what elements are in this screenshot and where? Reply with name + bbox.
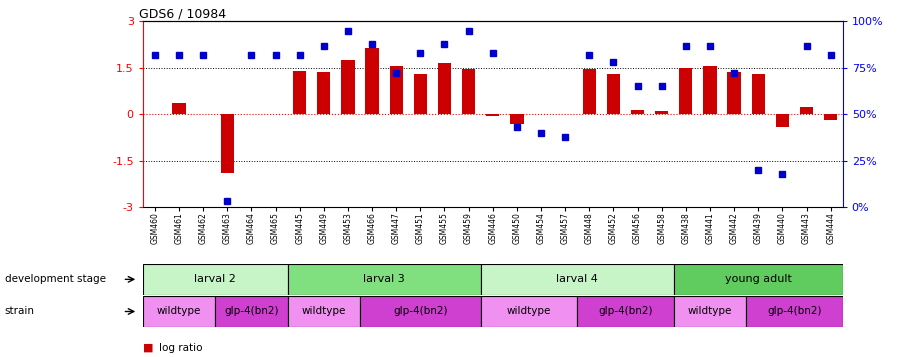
Bar	[607, 74, 620, 114]
Bar	[674, 296, 746, 327]
Bar	[360, 296, 481, 327]
Text: wildtype: wildtype	[507, 306, 551, 317]
Bar	[143, 296, 216, 327]
Bar	[342, 60, 355, 114]
Bar	[143, 264, 287, 295]
Text: glp-4(bn2): glp-4(bn2)	[393, 306, 448, 317]
Text: wildtype: wildtype	[301, 306, 346, 317]
Bar	[799, 106, 813, 114]
Bar	[414, 74, 427, 114]
Text: strain: strain	[5, 306, 35, 317]
Text: larval 3: larval 3	[363, 274, 405, 285]
Text: larval 2: larval 2	[194, 274, 236, 285]
Bar	[390, 66, 402, 114]
Text: larval 4: larval 4	[556, 274, 598, 285]
Bar	[674, 264, 843, 295]
Text: glp-4(bn2): glp-4(bn2)	[599, 306, 653, 317]
Bar	[704, 66, 717, 114]
Bar	[481, 264, 674, 295]
Bar	[437, 63, 451, 114]
Bar	[287, 264, 481, 295]
Bar	[293, 71, 307, 114]
Bar	[824, 114, 837, 120]
Text: GDS6 / 10984: GDS6 / 10984	[139, 7, 227, 20]
Text: wildtype: wildtype	[688, 306, 732, 317]
Bar	[216, 296, 287, 327]
Bar	[746, 296, 843, 327]
Bar	[287, 296, 360, 327]
Text: young adult: young adult	[725, 274, 792, 285]
Bar	[486, 114, 499, 116]
Bar	[366, 48, 379, 114]
Bar	[172, 104, 186, 114]
Bar	[728, 72, 740, 114]
Bar	[221, 114, 234, 173]
Bar	[317, 72, 331, 114]
Text: development stage: development stage	[5, 274, 106, 285]
Text: glp-4(bn2): glp-4(bn2)	[767, 306, 822, 317]
Bar	[631, 110, 644, 114]
Bar	[679, 68, 693, 114]
Text: wildtype: wildtype	[157, 306, 201, 317]
Text: log ratio: log ratio	[159, 343, 203, 353]
Bar	[583, 69, 596, 114]
Bar	[775, 114, 789, 127]
Bar	[752, 74, 764, 114]
Text: glp-4(bn2): glp-4(bn2)	[224, 306, 279, 317]
Bar	[577, 296, 674, 327]
Bar	[481, 296, 577, 327]
Text: ■: ■	[143, 343, 153, 353]
Bar	[510, 114, 523, 124]
Bar	[655, 111, 669, 114]
Bar	[462, 69, 475, 114]
